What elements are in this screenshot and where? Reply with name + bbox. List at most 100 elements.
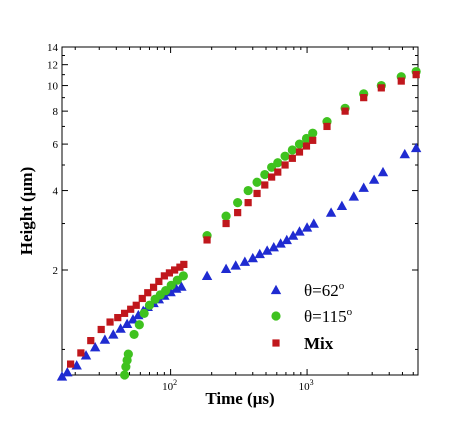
circle-marker <box>294 139 305 149</box>
legend-label-text: Mix <box>304 334 334 353</box>
square-marker <box>97 325 105 334</box>
circle-marker <box>119 370 130 380</box>
triangle-marker <box>239 256 251 266</box>
square-marker <box>309 136 317 144</box>
triangle-marker <box>336 200 348 211</box>
triangle-marker <box>99 334 111 344</box>
triangle-marker <box>410 142 422 153</box>
legend-label: θ=115o <box>304 306 353 326</box>
triangle-marker <box>325 207 337 217</box>
triangle-marker <box>261 245 273 255</box>
square-marker <box>114 314 122 322</box>
y-axis-title: Height (μm) <box>17 167 36 255</box>
x-axis-title: Time (μs) <box>205 389 274 408</box>
triangle-marker <box>56 371 68 381</box>
y-tick-label: 6 <box>53 139 59 151</box>
square-marker <box>244 199 252 207</box>
square-marker <box>222 219 230 228</box>
circle-marker <box>301 133 312 144</box>
square-marker <box>171 266 179 274</box>
square-marker <box>261 181 269 189</box>
y-tick-label: 2 <box>53 265 59 277</box>
triangle-marker <box>399 148 410 159</box>
square-marker <box>127 305 135 313</box>
triangle-marker <box>121 318 133 329</box>
circle-marker <box>129 329 139 340</box>
triangle-marker <box>127 314 139 324</box>
triangle-marker <box>270 284 282 295</box>
triangle-marker <box>368 174 380 184</box>
square-marker <box>272 339 280 347</box>
circle-marker <box>308 128 318 138</box>
circle-marker <box>134 320 144 330</box>
x-tick-label: 102 <box>162 378 177 393</box>
triangle-marker <box>254 248 265 259</box>
triangle-marker <box>247 252 258 263</box>
square-marker <box>295 148 304 156</box>
square-marker <box>87 337 95 345</box>
y-tick-label: 14 <box>47 42 59 54</box>
x-tick-label: 103 <box>299 378 314 393</box>
series-1 <box>119 66 421 380</box>
circle-marker <box>123 349 133 359</box>
y-axis-ticks: 2 4 6 8 10 12 14 <box>47 42 418 350</box>
square-marker <box>160 272 168 280</box>
circle-marker <box>144 300 155 310</box>
circle-marker <box>243 185 253 196</box>
legend-label: θ=62o <box>304 280 345 300</box>
square-marker <box>67 360 75 368</box>
circle-marker <box>221 211 231 221</box>
square-marker <box>253 189 261 198</box>
triangle-marker <box>358 182 369 192</box>
triangle-marker <box>201 270 213 281</box>
y-tick-label: 12 <box>47 60 58 72</box>
y-tick-label: 8 <box>53 106 59 118</box>
triangle-marker <box>176 281 187 291</box>
square-marker <box>138 294 146 303</box>
square-marker <box>165 269 174 277</box>
circle-marker <box>273 158 283 168</box>
circle-marker <box>260 169 270 180</box>
square-marker <box>268 173 276 181</box>
square-marker <box>180 260 188 269</box>
circle-marker <box>166 280 176 290</box>
triangle-marker <box>115 323 126 333</box>
legend-label: Mix <box>304 334 334 353</box>
legend-label-text: θ=62 <box>304 281 339 300</box>
legend-label-text: θ=115 <box>304 307 347 326</box>
y-tick-label: 10 <box>47 81 59 93</box>
circle-marker <box>233 198 243 208</box>
triangle-marker <box>220 263 232 274</box>
circle-marker <box>178 271 188 281</box>
triangle-marker <box>281 234 292 245</box>
square-marker <box>397 77 405 85</box>
square-marker <box>234 209 242 217</box>
square-marker <box>203 236 211 244</box>
plot-area <box>61 46 419 376</box>
circle-marker <box>271 311 281 321</box>
triangle-marker <box>287 230 299 240</box>
triangle-marker <box>377 166 389 177</box>
triangle-marker <box>348 191 359 201</box>
series-0 <box>56 142 422 381</box>
square-marker <box>176 263 184 271</box>
triangle-marker <box>275 238 286 248</box>
square-marker <box>274 168 282 176</box>
square-marker <box>288 154 296 162</box>
square-marker <box>120 309 129 317</box>
x-axis-ticks: 102 103 <box>74 47 414 393</box>
circle-marker <box>252 177 262 187</box>
square-marker <box>377 84 385 92</box>
triangle-marker <box>108 329 119 339</box>
y-tick-label: 4 <box>53 186 59 198</box>
square-marker <box>106 318 114 326</box>
square-marker <box>149 283 158 291</box>
square-marker <box>412 71 420 79</box>
square-marker <box>144 289 152 297</box>
square-marker <box>77 349 85 357</box>
plot-frame <box>61 46 419 376</box>
series-2 <box>67 71 420 368</box>
legend-label-superscript: o <box>339 280 345 292</box>
